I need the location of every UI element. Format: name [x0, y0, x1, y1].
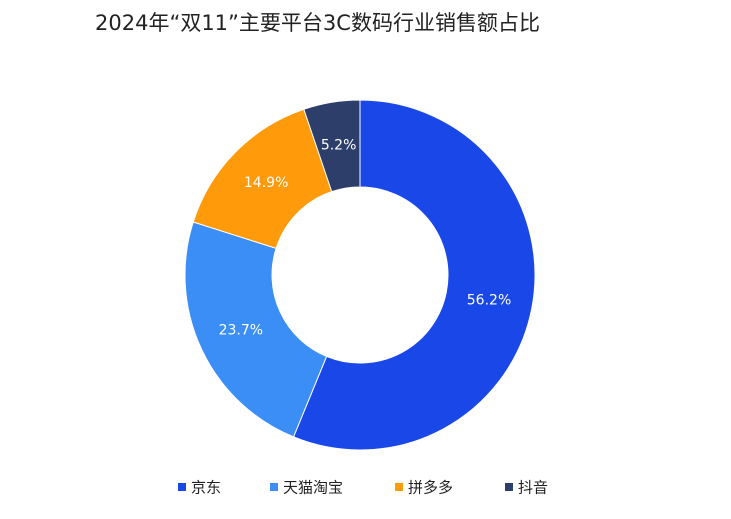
- data-label: 5.2%: [321, 137, 357, 153]
- donut-slice: [303, 99, 361, 193]
- legend-label: 天猫淘宝: [283, 479, 343, 497]
- legend-label: 拼多多: [408, 479, 453, 497]
- donut-slice: [292, 99, 536, 451]
- data-label: 56.2%: [467, 292, 511, 308]
- legend-label: 京东: [191, 479, 221, 497]
- data-label: 14.9%: [244, 175, 288, 191]
- legend-swatch: [178, 483, 186, 491]
- chart-title: 2024年“双11”主要平台3C数码行业销售额占比: [95, 11, 540, 35]
- data-label: 23.7%: [219, 323, 263, 339]
- legend-swatch: [505, 483, 513, 491]
- legend-swatch: [270, 483, 278, 491]
- donut-slice: [184, 221, 328, 438]
- legend-swatch: [395, 483, 403, 491]
- legend-label: 抖音: [518, 479, 548, 497]
